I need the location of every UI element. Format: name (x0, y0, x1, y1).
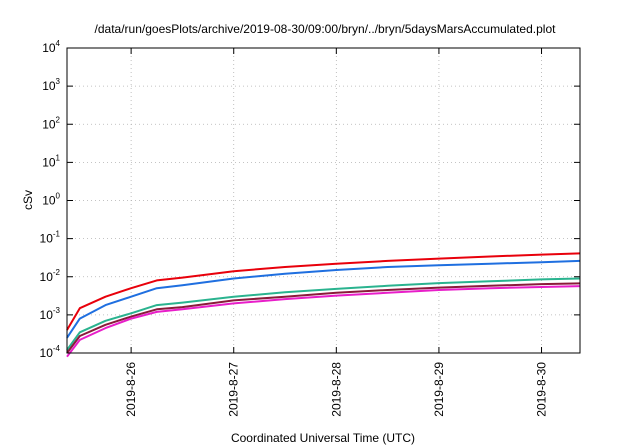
y-axis-label: cSv (21, 190, 35, 210)
series-line (66, 277, 581, 351)
y-tick-label: 102 (42, 115, 60, 131)
y-tick-label: 10-4 (40, 344, 61, 360)
x-axis: 2019-8-26 2019-8-27 2019-8-28 2019-8-29 2019… (124, 48, 549, 417)
series-group (66, 252, 581, 358)
x-tick-label: 2019-8-29 (432, 362, 446, 417)
y-tick-label: 101 (42, 153, 60, 169)
y-axis: 10-4 10-3 10-2 10-1 100 101 102 103 104 (40, 39, 580, 360)
series-line (66, 259, 581, 339)
x-axis-label: Coordinated Universal Time (UTC) (231, 431, 415, 445)
y-tick-label: 10-3 (40, 306, 61, 322)
series-line (66, 282, 581, 354)
grid (67, 48, 580, 353)
chart-title: /data/run/goesPlots/archive/2019-08-30/0… (95, 22, 557, 36)
x-tick-label: 2019-8-27 (227, 362, 241, 417)
x-tick-label: 2019-8-26 (124, 362, 138, 417)
y-tick-label: 103 (42, 77, 60, 93)
x-tick-label: 2019-8-30 (535, 362, 549, 417)
x-tick-label: 2019-8-28 (329, 362, 343, 417)
y-tick-label: 104 (42, 39, 60, 55)
y-tick-label: 10-1 (40, 230, 61, 246)
y-tick-label: 100 (42, 192, 60, 208)
series-line (66, 252, 581, 331)
y-tick-label: 10-2 (40, 268, 61, 284)
series-line (66, 285, 581, 358)
